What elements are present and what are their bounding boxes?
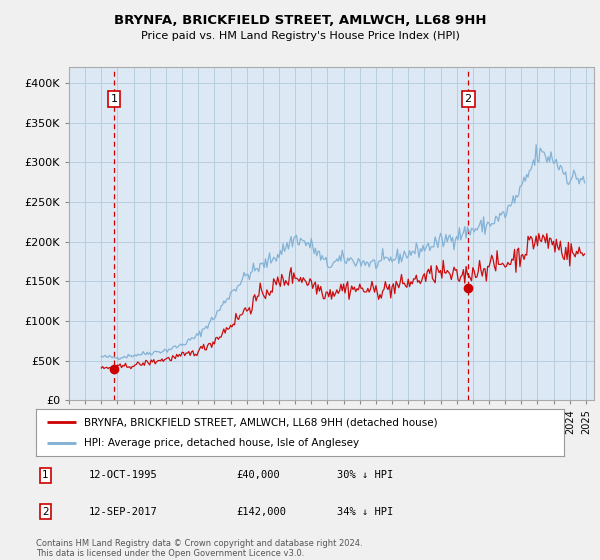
Text: 30% ↓ HPI: 30% ↓ HPI: [337, 470, 393, 480]
Text: 2: 2: [42, 507, 49, 517]
Text: £142,000: £142,000: [236, 507, 287, 517]
Text: HPI: Average price, detached house, Isle of Anglesey: HPI: Average price, detached house, Isle…: [83, 438, 359, 448]
Text: £40,000: £40,000: [236, 470, 280, 480]
Text: 2: 2: [464, 94, 472, 104]
Text: BRYNFA, BRICKFIELD STREET, AMLWCH, LL68 9HH: BRYNFA, BRICKFIELD STREET, AMLWCH, LL68 …: [114, 14, 486, 27]
Text: Price paid vs. HM Land Registry's House Price Index (HPI): Price paid vs. HM Land Registry's House …: [140, 31, 460, 41]
Text: 34% ↓ HPI: 34% ↓ HPI: [337, 507, 393, 517]
Text: 12-OCT-1995: 12-OCT-1995: [89, 470, 158, 480]
Text: Contains HM Land Registry data © Crown copyright and database right 2024.
This d: Contains HM Land Registry data © Crown c…: [36, 539, 362, 558]
Text: 1: 1: [42, 470, 49, 480]
Text: BRYNFA, BRICKFIELD STREET, AMLWCH, LL68 9HH (detached house): BRYNFA, BRICKFIELD STREET, AMLWCH, LL68 …: [83, 417, 437, 427]
Text: 12-SEP-2017: 12-SEP-2017: [89, 507, 158, 517]
Text: 1: 1: [110, 94, 118, 104]
